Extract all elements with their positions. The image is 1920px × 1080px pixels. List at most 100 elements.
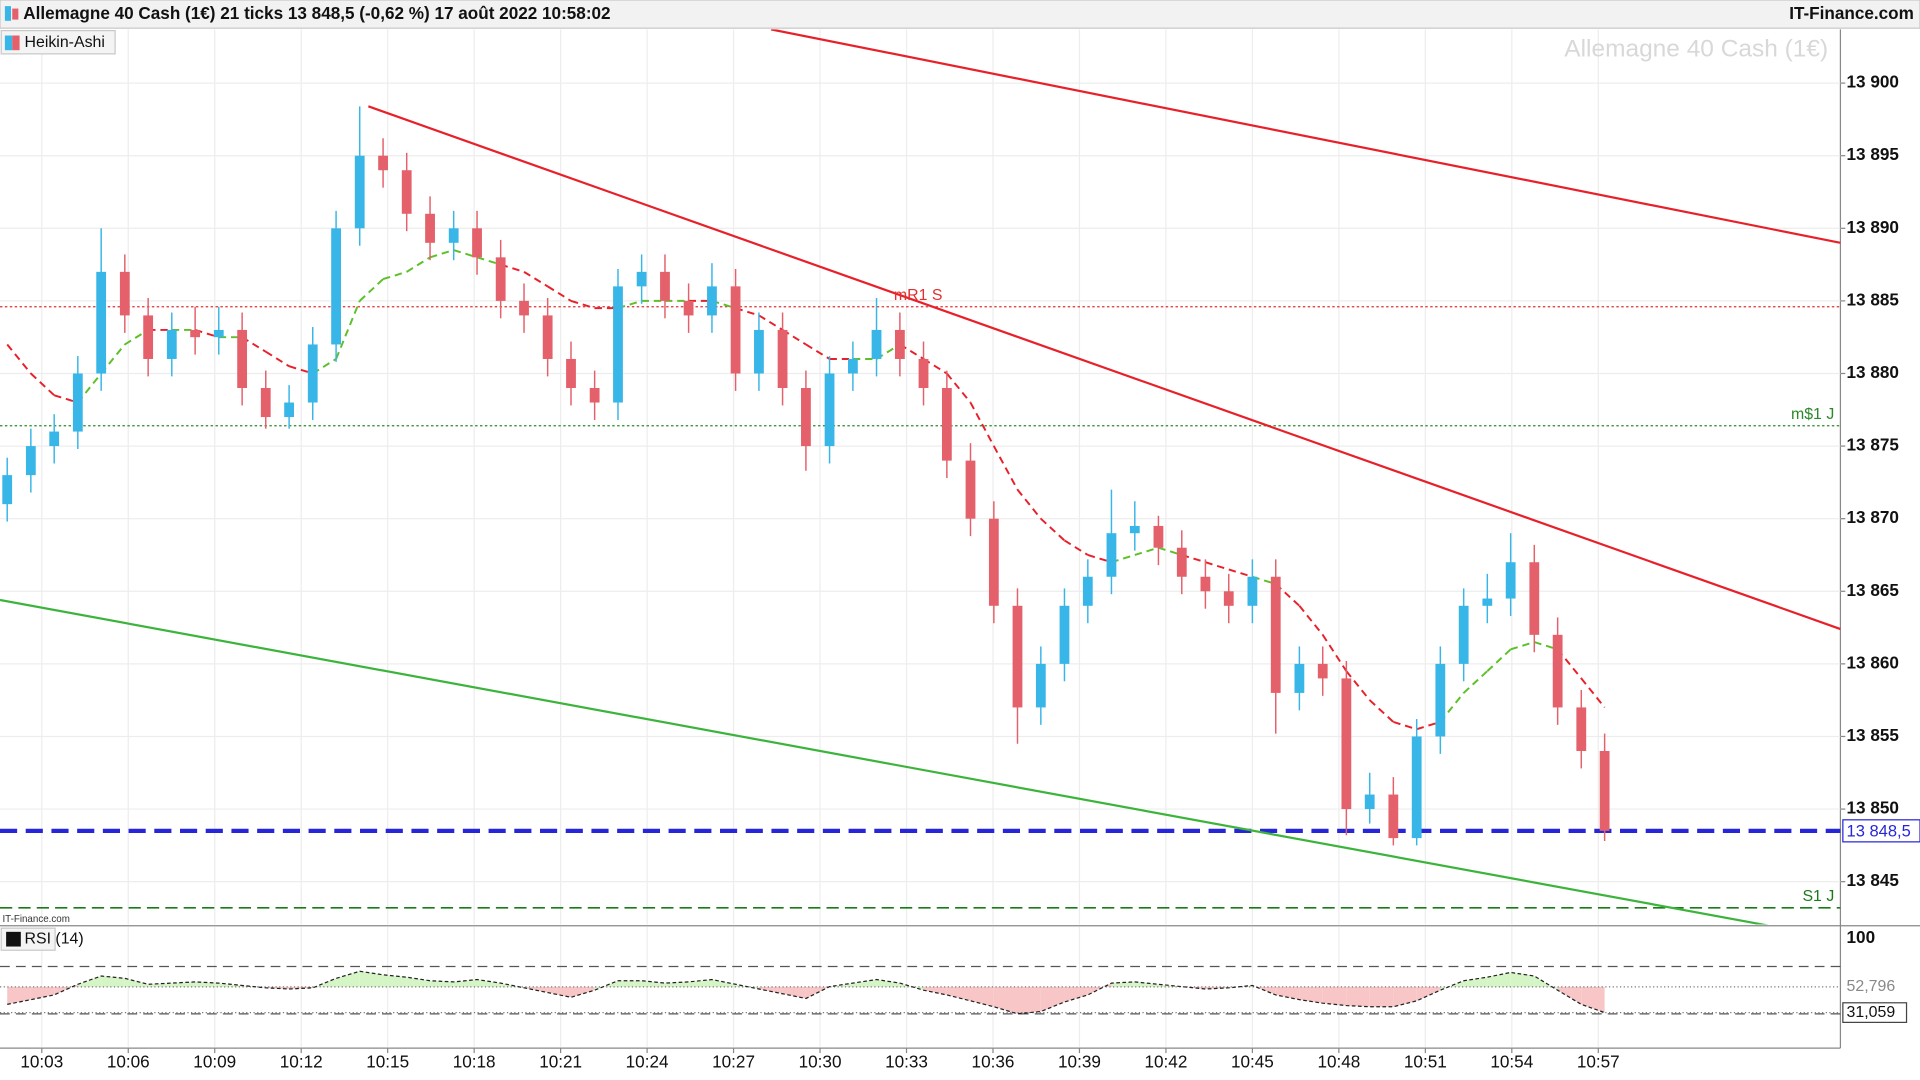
x-tick-label: 10:03 [20, 1051, 63, 1071]
candle-body [894, 329, 905, 359]
price-panel: mR1 S m$1 J S1 J [0, 29, 1841, 925]
price-label: 13 848,5 [1847, 821, 1911, 840]
rsi-panel [0, 926, 1841, 1047]
candle-body [683, 300, 694, 316]
x-tick-label: 10:42 [1144, 1051, 1187, 1071]
candle-body [1435, 663, 1446, 737]
style-icon [4, 35, 13, 51]
x-tick-label: 10:06 [107, 1051, 150, 1071]
rsi-tick-label: 52,796 [1847, 978, 1896, 995]
rsi-fill [664, 981, 689, 987]
moving-average [6, 343, 32, 375]
candle-body [425, 213, 435, 243]
candle-body [1270, 576, 1281, 693]
rsi-fill [101, 976, 125, 987]
candle-body [1599, 750, 1610, 831]
x-tick-label: 10:18 [453, 1051, 496, 1071]
candle-body [941, 388, 952, 461]
moving-average [429, 249, 454, 259]
candle-body [1294, 663, 1305, 693]
candle-body [472, 228, 482, 258]
candle-body [401, 170, 412, 214]
watermark: Allemagne 40 Cash (1€) [1564, 36, 1828, 63]
candle-body [1153, 525, 1164, 548]
y-tick-label: 13 865 [1847, 580, 1900, 600]
candle-body [1411, 736, 1422, 839]
y-tick-label: 13 880 [1847, 362, 1899, 382]
candle-body [848, 358, 858, 374]
rsi-fill [336, 971, 360, 987]
rsi-fill [876, 979, 900, 987]
candle-body [613, 286, 623, 403]
candle-body [96, 271, 107, 374]
moving-average [288, 365, 314, 375]
y-tick-label: 13 895 [1847, 144, 1900, 164]
candle-body [566, 358, 576, 389]
candle-body [801, 388, 811, 447]
moving-average [265, 350, 290, 368]
moving-average [523, 271, 549, 288]
x-tick-label: 10:39 [1058, 1051, 1101, 1071]
candle-body [495, 257, 506, 301]
rsi-fill [148, 983, 172, 987]
header-icon [12, 8, 19, 20]
rsi-fill [1064, 986, 1088, 1003]
rsi-label: RSI (14) [24, 930, 83, 947]
rsi-fill [1040, 986, 1065, 1012]
candle-body [589, 388, 600, 403]
rsi-fill [1346, 986, 1370, 1007]
moving-average [335, 300, 361, 360]
moving-average [992, 445, 1019, 491]
moving-average [53, 394, 79, 404]
candle-body [166, 329, 177, 359]
moving-average [1016, 489, 1042, 520]
candle-body [1364, 794, 1375, 810]
moving-average [1321, 634, 1348, 672]
moving-average [1087, 554, 1112, 564]
candle-body [1482, 598, 1493, 606]
candle-body [1223, 591, 1234, 606]
y-tick-label: 13 860 [1847, 652, 1899, 672]
x-tick-label: 10:33 [885, 1051, 928, 1071]
moving-average [1463, 670, 1488, 694]
rsi-fill [946, 986, 971, 1001]
moving-average [1158, 546, 1183, 556]
rsi-fill [406, 977, 431, 987]
rsi-fill [993, 986, 1018, 1014]
moving-average [1369, 699, 1395, 723]
moving-average [30, 372, 55, 396]
rsi-fill [430, 980, 454, 987]
moving-average [1416, 721, 1441, 731]
style-label-box [0, 30, 116, 55]
y-tick-label: 13 890 [1847, 217, 1899, 237]
candle-body [1505, 562, 1516, 599]
axes: 10:03 10:06 10:09 10:12 10:15 10:18 10:21 10:24… [20, 72, 1920, 1071]
moving-average [805, 343, 831, 360]
header-title: Allemagne 40 Cash (1€) 21 ticks 13 848,5… [23, 3, 610, 23]
rsi-plot [0, 926, 1841, 1047]
moving-average [1580, 677, 1606, 709]
moving-average [1345, 670, 1371, 701]
moving-average [1040, 517, 1066, 542]
x-tick-label: 10:45 [1231, 1051, 1274, 1071]
candle-body [1388, 794, 1399, 839]
moving-average [1228, 568, 1253, 578]
y-tick-label: 13 870 [1847, 507, 1899, 527]
rsi-fill [711, 979, 736, 987]
x-tick-label: 10:57 [1577, 1051, 1620, 1071]
candle-body [660, 271, 670, 301]
trend-line [0, 598, 1769, 925]
x-tick-label: 10:24 [626, 1051, 669, 1071]
rsi-fill [171, 981, 196, 987]
rsi-line [7, 970, 1605, 1015]
candle-body [965, 460, 976, 519]
rsi-fill [782, 986, 806, 999]
moving-average [570, 299, 595, 310]
moving-average [453, 249, 478, 259]
price-plot [0, 29, 1841, 925]
y-tick-label: 13 885 [1847, 289, 1900, 309]
header-source: IT-Finance.com [1789, 3, 1914, 23]
x-tick-label: 10:36 [972, 1051, 1015, 1071]
candle-body [307, 344, 318, 403]
